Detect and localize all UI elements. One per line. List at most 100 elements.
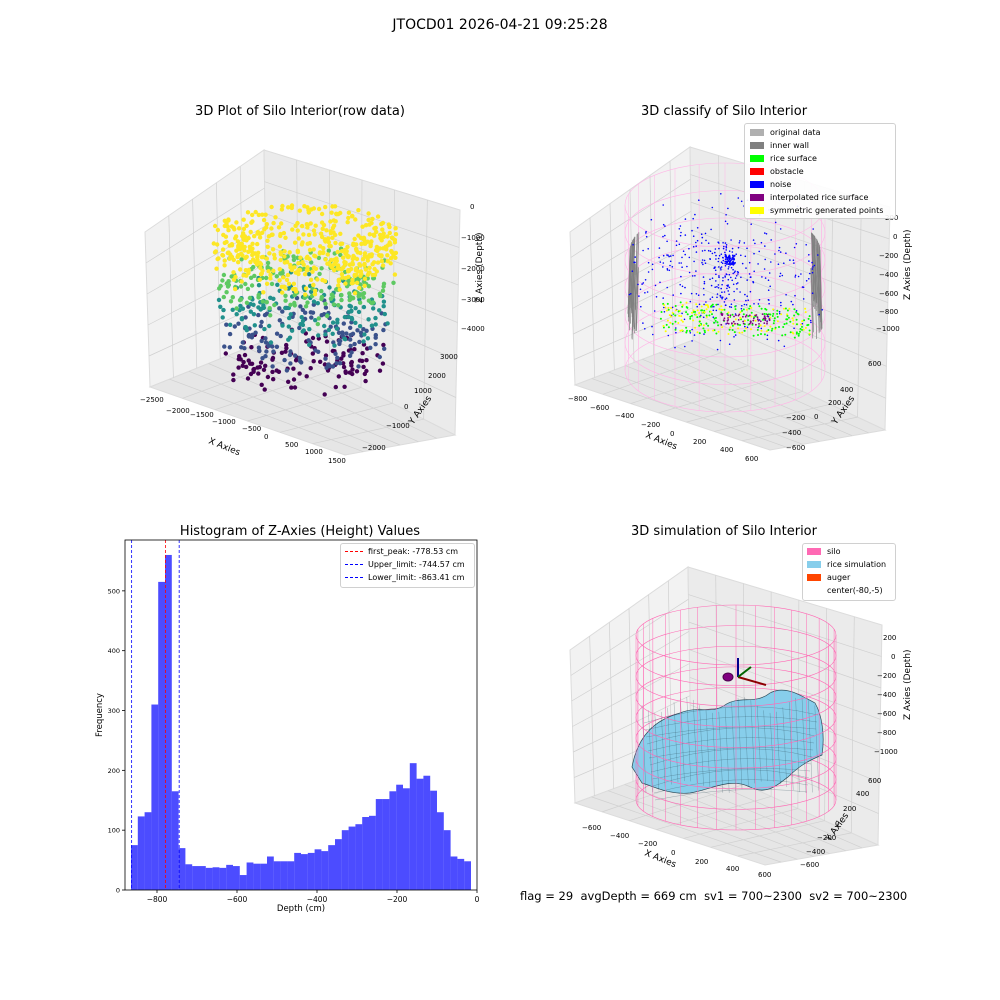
- noise-point: [725, 249, 727, 251]
- noise-point: [727, 290, 729, 292]
- interp-point: [758, 323, 760, 325]
- rice-point: [696, 331, 699, 334]
- legend-line: [345, 551, 363, 552]
- noise-point: [720, 266, 723, 268]
- interp-point: [735, 314, 737, 317]
- plot1-point: [285, 272, 291, 278]
- plot1-point: [264, 225, 269, 230]
- rice-point: [696, 309, 699, 312]
- rice-point: [659, 317, 662, 320]
- noise-point: [790, 300, 793, 303]
- plot1-point: [257, 277, 262, 282]
- rice-point: [797, 332, 800, 335]
- plot1-point: [271, 268, 276, 273]
- inner-wall-strand: [630, 240, 633, 308]
- rice-point: [695, 313, 697, 316]
- plot1-point: [320, 226, 325, 231]
- plot1-point: [292, 292, 297, 298]
- plot1-panes: [144, 149, 461, 456]
- plot2-ztick: −800: [879, 308, 898, 316]
- noise-point: [671, 266, 674, 268]
- interp-point: [754, 314, 757, 317]
- gridline: [630, 365, 748, 404]
- plot1-point: [362, 263, 367, 268]
- inner-wall-strand: [812, 233, 816, 302]
- plot1-point: [255, 241, 260, 247]
- noise-point: [766, 338, 769, 341]
- plot1-point: [263, 212, 268, 217]
- plot1-point: [356, 208, 361, 213]
- plot1-point: [331, 230, 336, 235]
- rice-point: [752, 334, 755, 337]
- plot1-point: [350, 296, 356, 301]
- plot1-point: [381, 281, 387, 286]
- rice-point: [711, 313, 713, 316]
- plot1-point: [244, 223, 249, 228]
- noise-point: [745, 267, 747, 269]
- plot1-point: [293, 223, 298, 229]
- noise-point: [793, 246, 796, 249]
- noise-point: [727, 284, 729, 286]
- rice-point: [703, 311, 706, 314]
- rice-point: [797, 334, 800, 337]
- plot1-point: [386, 222, 391, 227]
- plot1-point: [372, 272, 378, 278]
- plot1-point: [227, 345, 232, 350]
- plot1-point: [338, 231, 343, 236]
- plot1-point: [367, 222, 372, 227]
- noise-point: [746, 295, 748, 297]
- noise-point: [725, 255, 727, 257]
- plot1-point: [318, 244, 323, 249]
- plot1-point: [363, 223, 369, 228]
- rice-point: [720, 305, 723, 308]
- plot1-point: [348, 304, 354, 309]
- plot1-point: [234, 312, 239, 317]
- noise-point: [715, 258, 717, 260]
- plot1-xtick: −2000: [166, 407, 190, 415]
- plot1-point: [245, 376, 251, 381]
- noise-point: [669, 260, 672, 263]
- plot1-point: [267, 323, 272, 329]
- plot1-point: [336, 266, 341, 271]
- rice-point: [784, 333, 787, 336]
- plot1-point: [347, 297, 352, 303]
- noise-point: [778, 249, 780, 252]
- rice-point: [709, 310, 712, 313]
- rice-point: [795, 332, 798, 335]
- noise-point: [679, 283, 681, 286]
- inner-wall-strand: [636, 267, 639, 331]
- rice-point: [747, 319, 750, 322]
- plot1-point: [363, 267, 368, 272]
- plot1-point: [288, 361, 293, 366]
- plot1-point: [270, 364, 275, 369]
- plot1-point: [277, 244, 283, 249]
- plot1-point: [288, 312, 293, 317]
- plot4-ztick: −400: [877, 691, 896, 699]
- gridline: [691, 229, 888, 303]
- plot1-point: [356, 364, 361, 369]
- plot1-point: [285, 260, 290, 265]
- plot1-point: [216, 256, 221, 261]
- noise-point: [731, 251, 734, 253]
- rice-point: [801, 328, 804, 331]
- plot1-point: [263, 354, 268, 359]
- rice-point: [750, 315, 753, 318]
- noise-point: [711, 277, 714, 279]
- plot1-point: [228, 322, 233, 327]
- noise-point: [725, 245, 727, 248]
- legend-swatch: [750, 155, 764, 162]
- plot1-point: [291, 281, 297, 286]
- legend-item: rice simulation: [803, 558, 895, 571]
- histogram-xtick-label: 0: [475, 895, 480, 904]
- plot1-point: [261, 367, 267, 372]
- plot1-point: [356, 309, 362, 315]
- plot1-point: [346, 314, 351, 320]
- plot1-point: [361, 236, 367, 241]
- plot1-point: [270, 344, 275, 349]
- plot1-point: [319, 313, 324, 318]
- plot1-point: [283, 286, 288, 291]
- noise-point: [725, 273, 728, 275]
- noise-point: [709, 278, 711, 281]
- plot1-point: [231, 372, 236, 377]
